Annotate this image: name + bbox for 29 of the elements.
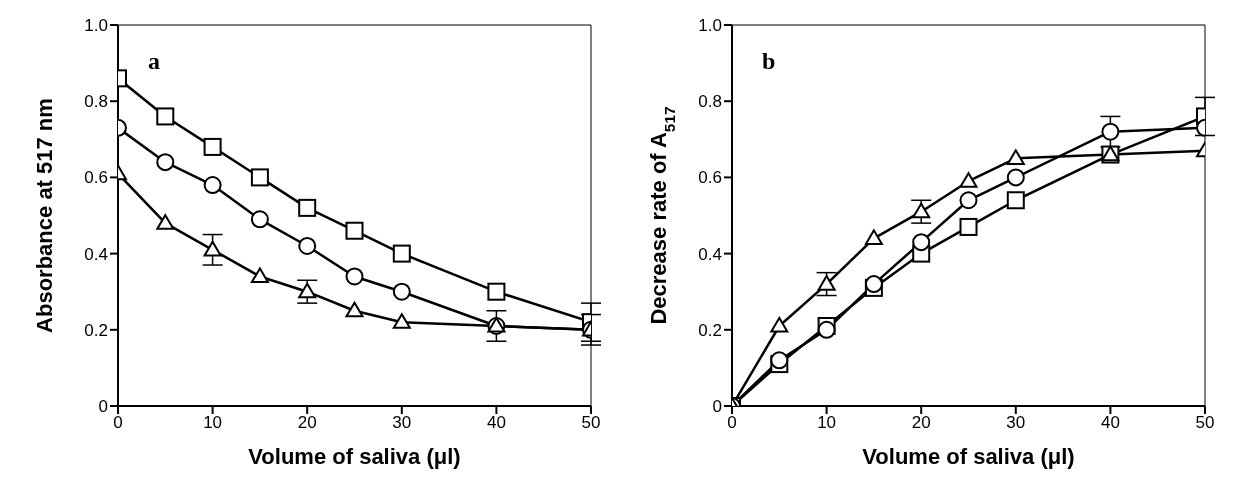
annotation: b bbox=[762, 48, 776, 75]
y-tick-label: 0 bbox=[712, 397, 722, 417]
x-axis-title: Volume of saliva (μl) bbox=[248, 444, 461, 469]
x-tick-label: 10 bbox=[817, 413, 837, 433]
x-tick-label: 30 bbox=[392, 413, 412, 433]
y-tick-label: 0.4 bbox=[698, 244, 722, 264]
x-tick-label: 20 bbox=[911, 413, 931, 433]
x-tick-label: 20 bbox=[297, 413, 317, 433]
y-tick-label: 0.4 bbox=[84, 244, 108, 264]
y-tick-label: 0 bbox=[98, 397, 108, 417]
x-tick-label: 30 bbox=[1006, 413, 1026, 433]
y-tick-label: 0.6 bbox=[698, 168, 722, 188]
x-tick-label: 10 bbox=[203, 413, 223, 433]
x-tick-label: 50 bbox=[1195, 413, 1215, 433]
x-tick-label: 40 bbox=[1100, 413, 1120, 433]
x-tick-label: 50 bbox=[581, 413, 601, 433]
y-axis-title: Absorbance at 517 nm bbox=[32, 98, 57, 333]
y-tick-label: 0.2 bbox=[84, 320, 108, 340]
x-tick-label: 0 bbox=[727, 413, 737, 433]
y-tick-label: 0.6 bbox=[84, 168, 108, 188]
y-tick-label: 0.2 bbox=[698, 320, 722, 340]
y-tick-label: 0.8 bbox=[698, 92, 722, 112]
annotation: a bbox=[148, 48, 160, 75]
y-tick-label: 1.0 bbox=[698, 16, 722, 36]
y-tick-label: 1.0 bbox=[84, 16, 108, 36]
x-axis-title: Volume of saliva (μl) bbox=[862, 444, 1075, 469]
x-tick-label: 40 bbox=[486, 413, 506, 433]
x-tick-label: 0 bbox=[113, 413, 123, 433]
y-tick-label: 0.8 bbox=[84, 92, 108, 112]
